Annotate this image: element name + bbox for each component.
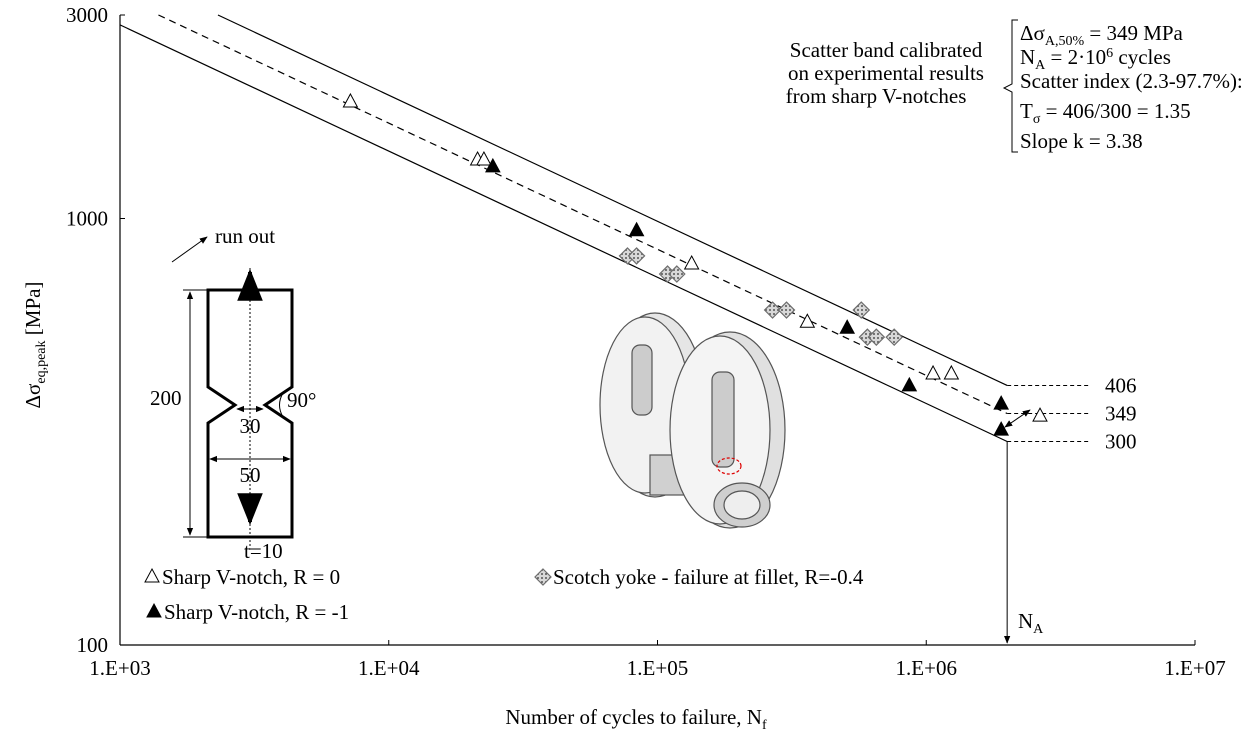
dim-label: 50 [240,463,261,487]
level-label: 300 [1105,430,1137,454]
note-line: from sharp V-notches [786,84,967,108]
point [853,302,869,318]
yoke-slot [632,345,652,415]
note-line: Scatter band calibrated [790,38,983,62]
x-tick-label: 1.E+04 [358,656,420,680]
x-tick-label: 1.E+05 [627,656,688,680]
point [902,378,916,391]
run-out-label: run out [215,224,275,248]
point [779,302,795,318]
level-label: 406 [1105,373,1137,397]
point [630,223,644,236]
point [994,396,1008,409]
legend-label: Scotch yoke - failure at fillet, R=-0.4 [553,565,864,589]
param-line: Tσ = 406/300 = 1.35 [1020,99,1191,127]
band-note: Scatter band calibrated on experimental … [786,20,1243,153]
point [685,256,699,269]
x-tick-label: 1.E+03 [89,656,150,680]
y-axis-label: Δσeq,peak [MPa] [21,282,49,409]
point [886,329,902,345]
point [800,314,814,327]
param-line: Slope k = 3.38 [1020,129,1143,153]
y-tick-label: 1000 [66,206,108,230]
param-line: Scatter index (2.3-97.7%): [1020,69,1243,93]
yoke-illustration [600,313,785,528]
level-label: 349 [1105,401,1137,425]
point [944,366,958,379]
y-tick-label: 3000 [66,3,108,27]
chart: Number of cycles to failure, Nf Δσeq,pea… [0,0,1248,734]
point [926,366,940,379]
brace [1004,20,1018,152]
na-label: NA [1018,609,1044,637]
point [840,320,854,333]
dim-label: 90° [287,388,316,412]
dim-label: 200 [150,386,182,410]
specimen [183,268,292,552]
legend-label: Sharp V-notch, R = -1 [164,600,349,624]
legend-marker [147,604,161,617]
run-out-arrow [1005,410,1030,427]
y-tick-label: 100 [77,633,109,657]
legend-marker [145,569,159,582]
point [629,248,645,264]
legend-marker [535,569,551,585]
point [994,422,1008,435]
legend-label: Sharp V-notch, R = 0 [162,565,340,589]
x-tick-label: 1.E+07 [1164,656,1225,680]
point [343,94,357,107]
yoke-shaft [724,491,760,519]
x-tick-label: 1.E+06 [896,656,957,680]
run-out-arrow [172,237,207,262]
dim-label: 30 [240,414,261,438]
yoke-slot [712,372,734,467]
note-line: on experimental results [788,61,984,85]
point [1033,408,1047,421]
dim-label: t=10 [244,539,283,563]
point [669,266,685,282]
point [868,329,884,345]
x-axis-label: Number of cycles to failure, Nf [505,705,767,733]
